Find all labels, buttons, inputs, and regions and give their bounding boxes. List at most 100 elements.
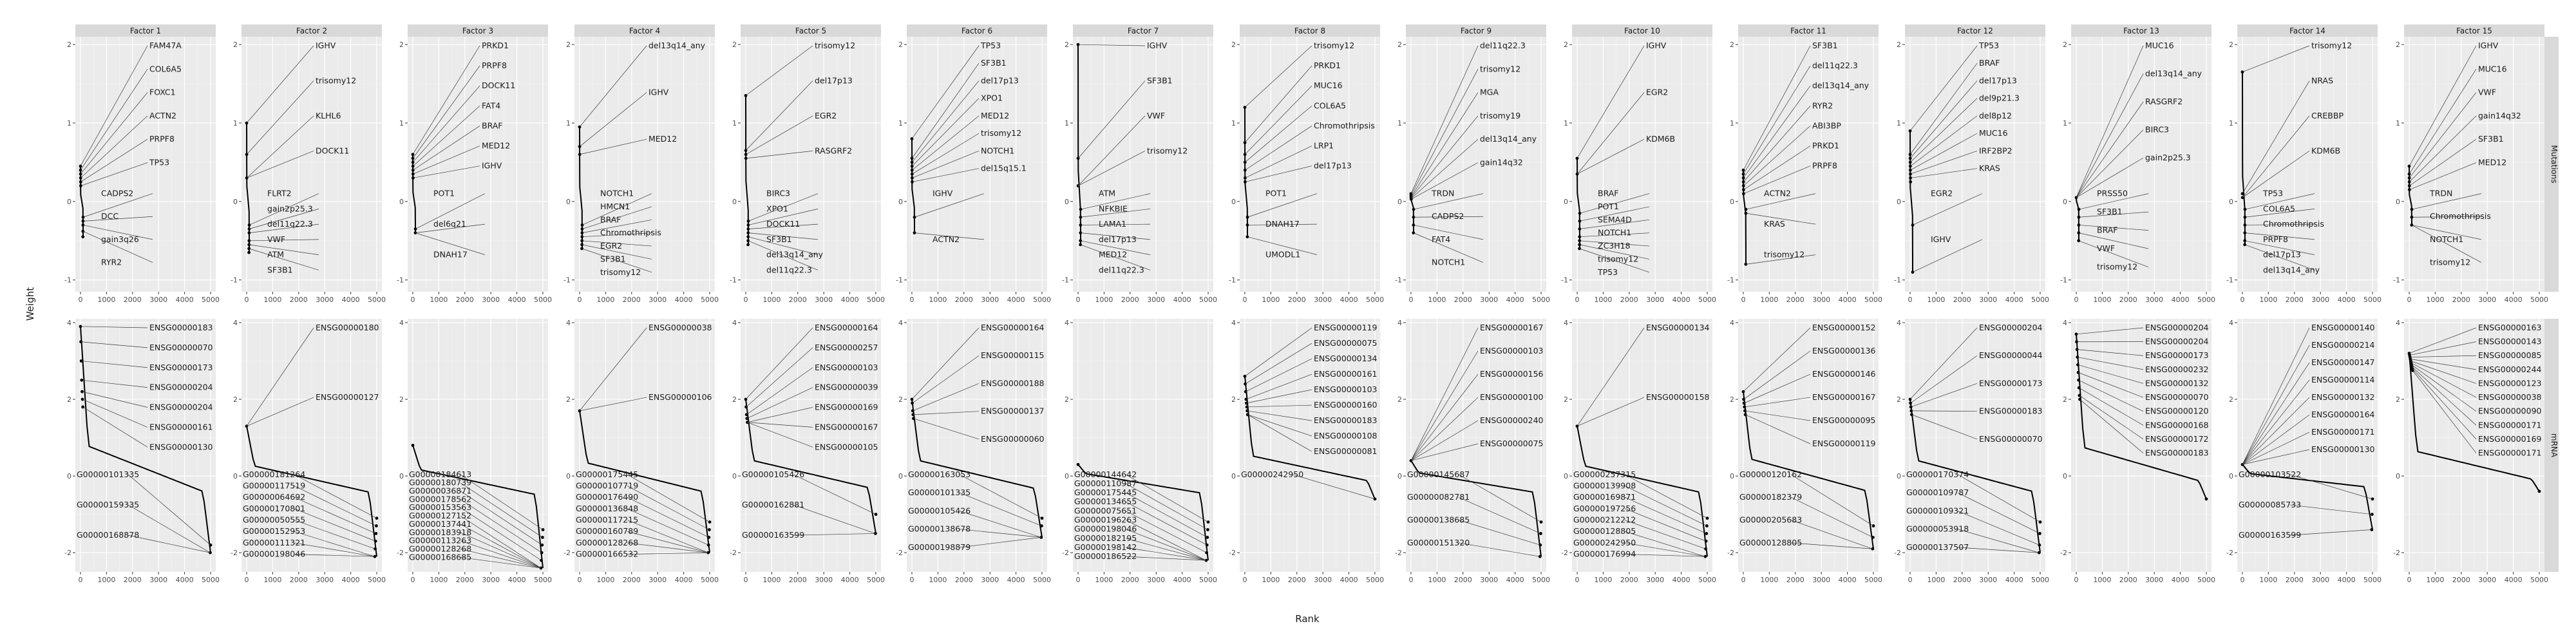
feature-label: G00000163599 — [742, 530, 804, 540]
panel-mrna-factor-1: -2 0 2 4 0 1000 2000 3000 4000 5000 ENSG00000183 EN… — [64, 319, 220, 584]
x-tick-label: 0 — [1741, 576, 1746, 584]
label-leader — [913, 411, 980, 415]
label-leader — [745, 80, 813, 151]
x-tick-label: 4000 — [1839, 296, 1857, 304]
label-leader — [460, 557, 542, 569]
y-tick-label: 0 — [2396, 472, 2400, 480]
strip-label: Factor 15 — [2456, 26, 2492, 35]
label-leader — [2409, 162, 2477, 190]
feature-label: FAT4 — [482, 100, 500, 110]
label-leader — [1247, 223, 1318, 225]
feature-label: MED12 — [482, 141, 510, 151]
label-leader — [2242, 449, 2310, 465]
feature-label: del13q14_any — [1480, 134, 1537, 144]
x-tick-label: 0 — [578, 576, 582, 584]
weight-curve — [80, 166, 84, 237]
label-leader — [2411, 193, 2482, 210]
feature-label: G00000163053 — [908, 469, 971, 479]
label-leader — [80, 341, 148, 348]
label-leader — [2409, 115, 2477, 182]
feature-label: G00000176994 — [1573, 549, 1636, 559]
y-tick-label: 2 — [1231, 41, 1236, 49]
feature-label: DCC — [101, 211, 118, 221]
label-leader — [246, 115, 314, 178]
y-tick-label: 2 — [2396, 395, 2400, 404]
x-tick-label: 4000 — [1506, 296, 1524, 304]
label-leader — [2242, 362, 2310, 465]
label-leader — [1743, 350, 1811, 400]
label-leader — [460, 499, 542, 553]
x-tick-label: 0 — [79, 576, 83, 584]
label-leader — [2242, 151, 2310, 198]
label-leader — [579, 397, 647, 412]
x-tick-label: 2000 — [1953, 296, 1971, 304]
label-leader — [249, 209, 319, 229]
x-tick-label: 0 — [2407, 576, 2412, 584]
x-tick-label: 4000 — [2338, 296, 2356, 304]
x-tick-label: 3000 — [2145, 296, 2163, 304]
label-leader — [747, 422, 813, 448]
x-tick-label: 1000 — [2426, 576, 2444, 584]
feature-label: CADPS2 — [101, 189, 133, 198]
label-leader — [2409, 92, 2477, 178]
feature-label: G00000151320 — [1407, 538, 1470, 547]
label-leader — [2244, 209, 2315, 218]
feature-label: ENSG00000081 — [1314, 446, 1378, 456]
x-tick-label: 4000 — [342, 296, 360, 304]
feature-label: ENSG00000146 — [1812, 369, 1876, 379]
feature-label: ENSG00000044 — [1979, 350, 2043, 360]
feature-label: BRAF — [1598, 189, 1619, 198]
feature-label: VWF — [267, 234, 285, 244]
label-leader — [2289, 504, 2372, 515]
bottom-feature-point — [580, 223, 584, 227]
label-leader — [2076, 157, 2144, 198]
feature-label: HMCN1 — [600, 202, 630, 211]
x-tick-label: 1000 — [1927, 296, 1945, 304]
feature-label: LAMA1 — [1099, 219, 1126, 229]
feature-label: ENSG00000070 — [149, 343, 213, 352]
facet-strip-factor-12: Factor 12 — [1905, 24, 2045, 37]
feature-label: G00000136848 — [576, 504, 638, 513]
x-tick-label: 3000 — [1979, 576, 1997, 584]
label-leader — [582, 244, 652, 260]
x-tick-label: 2000 — [623, 296, 641, 304]
strip-background — [1073, 24, 1213, 37]
x-tick-label: 3000 — [1979, 296, 1997, 304]
feature-label: BIRC3 — [2145, 125, 2169, 135]
label-leader — [413, 166, 480, 178]
label-leader — [748, 223, 819, 229]
panel-mrna-factor-2: -2 0 2 4 0 1000 2000 3000 4000 5000 ENSG00000180 EN… — [231, 319, 386, 584]
label-leader — [2244, 232, 2315, 240]
x-tick-label: 4000 — [1173, 296, 1191, 304]
x-tick-label: 0 — [2240, 576, 2245, 584]
y-tick-label: 4 — [1231, 319, 1236, 327]
feature-label: MED12 — [981, 111, 1009, 120]
x-tick-label: 0 — [1575, 576, 1580, 584]
feature-label: EGR2 — [1931, 189, 1953, 198]
weight-curve — [1743, 170, 1747, 265]
label-leader — [249, 193, 319, 225]
feature-label: trisomy12 — [600, 267, 641, 277]
feature-label: ENSG00000038 — [2478, 392, 2542, 402]
weight-curve — [2409, 166, 2412, 225]
feature-label: G00000111321 — [243, 538, 305, 547]
label-leader — [2289, 529, 2372, 536]
label-leader — [2244, 244, 2315, 270]
feature-label: ABI3BP — [1812, 120, 1841, 130]
label-leader — [1579, 193, 1650, 214]
feature-label: ENSG00000103 — [815, 363, 878, 372]
label-leader — [2410, 355, 2477, 357]
label-leader — [460, 515, 542, 569]
facet-strip-factor-1: Factor 1 — [75, 24, 216, 37]
x-tick-label: 4000 — [342, 576, 360, 584]
feature-label: ENSG00000257 — [815, 343, 878, 352]
feature-label: ENSG00000120 — [2145, 406, 2209, 416]
strip-background — [1406, 24, 1546, 37]
label-leader — [1743, 86, 1811, 178]
feature-label: NFKBIE — [1099, 204, 1128, 213]
feature-label: G00000128805 — [1739, 538, 1802, 547]
feature-label: PRSS50 — [2097, 189, 2128, 198]
bottom-feature-point — [2537, 489, 2541, 493]
feature-label: del13q14_any — [1812, 80, 1870, 90]
